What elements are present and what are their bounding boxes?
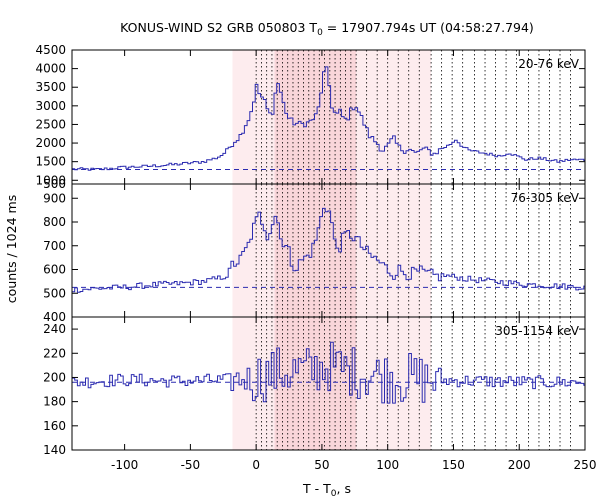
light-curve bbox=[72, 341, 585, 404]
x-tick-label: 250 bbox=[574, 458, 597, 472]
x-tick-label: 50 bbox=[314, 458, 329, 472]
y-tick-label: 1000 bbox=[35, 173, 66, 187]
y-tick-label: 160 bbox=[43, 419, 66, 433]
light-curve bbox=[72, 66, 585, 171]
y-tick-label-boundary: 400 bbox=[43, 310, 66, 324]
energy-band-label: 76-305 keV bbox=[511, 191, 580, 205]
y-tick-label: 140 bbox=[43, 443, 66, 457]
x-tick-label: 100 bbox=[376, 458, 399, 472]
y-tick-label: 600 bbox=[43, 263, 66, 277]
y-tick-label: 200 bbox=[43, 370, 66, 384]
x-tick-label: 150 bbox=[442, 458, 465, 472]
y-tick-label: 4000 bbox=[35, 62, 66, 76]
y-tick-label: 900 bbox=[43, 191, 66, 205]
y-tick-label: 2000 bbox=[35, 136, 66, 150]
y-tick-label: 3000 bbox=[35, 99, 66, 113]
x-tick-label: -50 bbox=[181, 458, 201, 472]
panel-frame bbox=[71, 316, 586, 451]
y-tick-label-boundary: 500 bbox=[43, 177, 66, 191]
chart-title-subscript: 0 bbox=[317, 28, 323, 38]
chart-title: KONUS-WIND S2 GRB 050803 T0 = 17907.794s… bbox=[120, 20, 534, 38]
y-tick-label: 2500 bbox=[35, 117, 66, 131]
x-tick-label: -100 bbox=[111, 458, 138, 472]
y-tick-label: 800 bbox=[43, 215, 66, 229]
panels-layer: 1000150020002500300035004000450050020-76… bbox=[35, 43, 596, 472]
energy-band-label: 305-1154 keV bbox=[495, 324, 579, 338]
y-tick-label: 700 bbox=[43, 239, 66, 253]
panel-1: 1000 1500 2000 2500 3000 3500 4000 4500 500 20-76… bbox=[35, 43, 586, 191]
x-axis-title: T - T0, s bbox=[302, 481, 351, 499]
x-tick-label: 0 bbox=[252, 458, 260, 472]
y-tick-label: 180 bbox=[43, 395, 66, 409]
y-tick-label: 1500 bbox=[35, 155, 66, 169]
y-tick-label: 500 bbox=[43, 286, 66, 300]
light-curve bbox=[72, 207, 585, 293]
y-tick-label: 4500 bbox=[35, 43, 66, 57]
y-tick-label: 3500 bbox=[35, 80, 66, 94]
x-tick-label: 200 bbox=[508, 458, 531, 472]
y-tick-label: 220 bbox=[43, 346, 66, 360]
x-axis-title-subscript: 0 bbox=[331, 489, 337, 499]
shaded-region-2 bbox=[274, 317, 357, 450]
panel-3: 140 160 180 200 220 240 305-1154 keV bbox=[43, 316, 586, 457]
shaded-region-2 bbox=[274, 184, 357, 317]
panel-2: 500 600 700 800 900 400 76-305 keV bbox=[43, 183, 586, 324]
y-tick-label: 240 bbox=[43, 322, 66, 336]
y-axis-title: counts / 1024 ms bbox=[4, 195, 19, 303]
energy-band-label: 20-76 keV bbox=[518, 57, 580, 71]
